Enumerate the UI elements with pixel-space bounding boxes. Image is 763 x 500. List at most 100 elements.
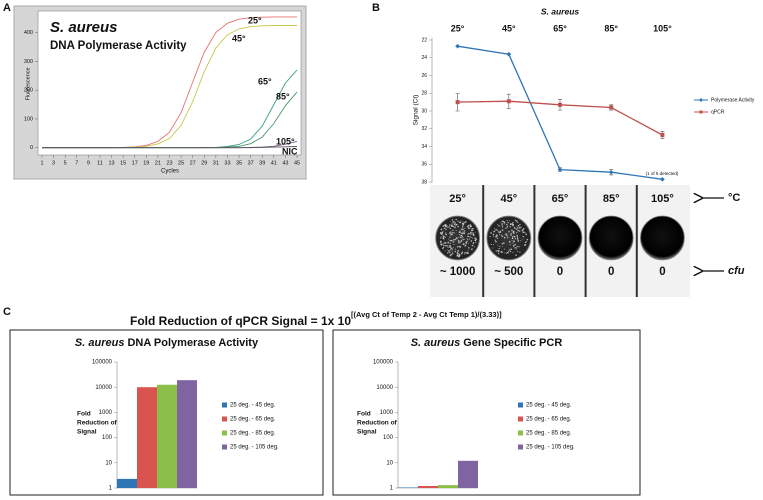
colony (467, 243, 469, 245)
colony (451, 223, 453, 225)
bar (398, 487, 418, 488)
colony (443, 242, 445, 244)
x-tick-label: 35 (236, 160, 242, 166)
colony (495, 229, 497, 230)
colony (469, 233, 471, 235)
colony (453, 221, 455, 223)
chart-title: S. aureus (541, 6, 580, 16)
colony (443, 239, 445, 241)
colony (463, 232, 465, 234)
x-tick-label: 13 (108, 160, 114, 166)
colony (470, 231, 472, 234)
colony (455, 230, 457, 232)
x-axis-label: Cycles (161, 169, 179, 175)
colony (458, 221, 461, 224)
marker (506, 99, 511, 104)
legend-label: 25 deg. - 105 deg. (230, 445, 279, 451)
colony (456, 253, 459, 256)
x-tick-label: 15 (120, 160, 126, 166)
colony (457, 237, 459, 239)
colony (474, 237, 476, 240)
y-tick-label: 26 (421, 73, 427, 79)
colony (451, 251, 454, 253)
colony (517, 238, 519, 240)
colony (473, 246, 475, 248)
colony (449, 224, 451, 226)
legend-swatch (222, 444, 227, 450)
unit-label: °C (728, 192, 740, 204)
legend-label: 25 deg. - 45 deg. (526, 403, 572, 409)
curve-label: 105° (276, 136, 295, 146)
plate-temperature: 85° (603, 193, 620, 205)
colony (460, 240, 462, 242)
colony (466, 238, 468, 240)
colony (443, 227, 446, 230)
colony (457, 249, 460, 252)
colony (494, 230, 496, 232)
colony (451, 222, 453, 224)
colony (522, 228, 525, 230)
colony (501, 235, 503, 238)
colony (504, 248, 506, 250)
colony (443, 224, 446, 227)
colony (462, 228, 464, 231)
colony (510, 232, 513, 235)
x-tick-label: 39 (259, 160, 265, 166)
colony (517, 240, 519, 242)
bar (137, 387, 157, 488)
colony (447, 244, 449, 246)
curve-label: 45° (232, 33, 246, 43)
colony (522, 235, 525, 238)
y-tick-label: 0 (30, 145, 33, 151)
colony (452, 232, 454, 234)
colony (452, 253, 454, 255)
panel-letter: B (372, 2, 380, 14)
title-part: DNA Polymerase Activity (127, 337, 259, 349)
colony (453, 239, 455, 241)
colony (451, 229, 453, 231)
colony (461, 251, 463, 253)
colony (462, 236, 463, 238)
colony (456, 237, 458, 239)
colony (514, 219, 517, 222)
x-tick-label: 37 (248, 160, 254, 166)
colony (445, 244, 447, 247)
colony (493, 244, 495, 246)
colony (464, 227, 466, 229)
colony (449, 232, 451, 234)
category-label: 45° (502, 23, 516, 33)
x-tick-label: 45 (294, 160, 300, 166)
colony (507, 250, 509, 252)
colony (453, 232, 455, 234)
colony (514, 247, 516, 249)
colony (463, 239, 465, 241)
colony (450, 231, 452, 233)
colony-count: ~ 1000 (440, 266, 476, 278)
plate-temperature: 45° (500, 193, 517, 205)
colony (470, 233, 472, 235)
colony (450, 246, 452, 248)
colony (506, 252, 508, 254)
colony (458, 254, 461, 256)
title-part: S. aureus (75, 337, 125, 349)
colony (474, 231, 476, 233)
colony (461, 241, 463, 242)
colony (516, 236, 518, 238)
colony (460, 239, 463, 242)
plate-temperature: 105° (651, 193, 674, 205)
colony (472, 232, 474, 234)
title-part: Gene Specific PCR (463, 337, 562, 349)
colony (460, 232, 462, 234)
colony (504, 237, 506, 239)
colony (516, 228, 519, 230)
colony (506, 234, 508, 237)
colony (509, 250, 512, 253)
colony (497, 252, 500, 255)
colony-count: 0 (557, 266, 563, 278)
y-tick-label: 10000 (95, 385, 112, 391)
plot-area (37, 10, 302, 156)
colony (455, 225, 457, 227)
colony (507, 236, 509, 239)
colony (468, 247, 470, 249)
colony (464, 251, 467, 254)
